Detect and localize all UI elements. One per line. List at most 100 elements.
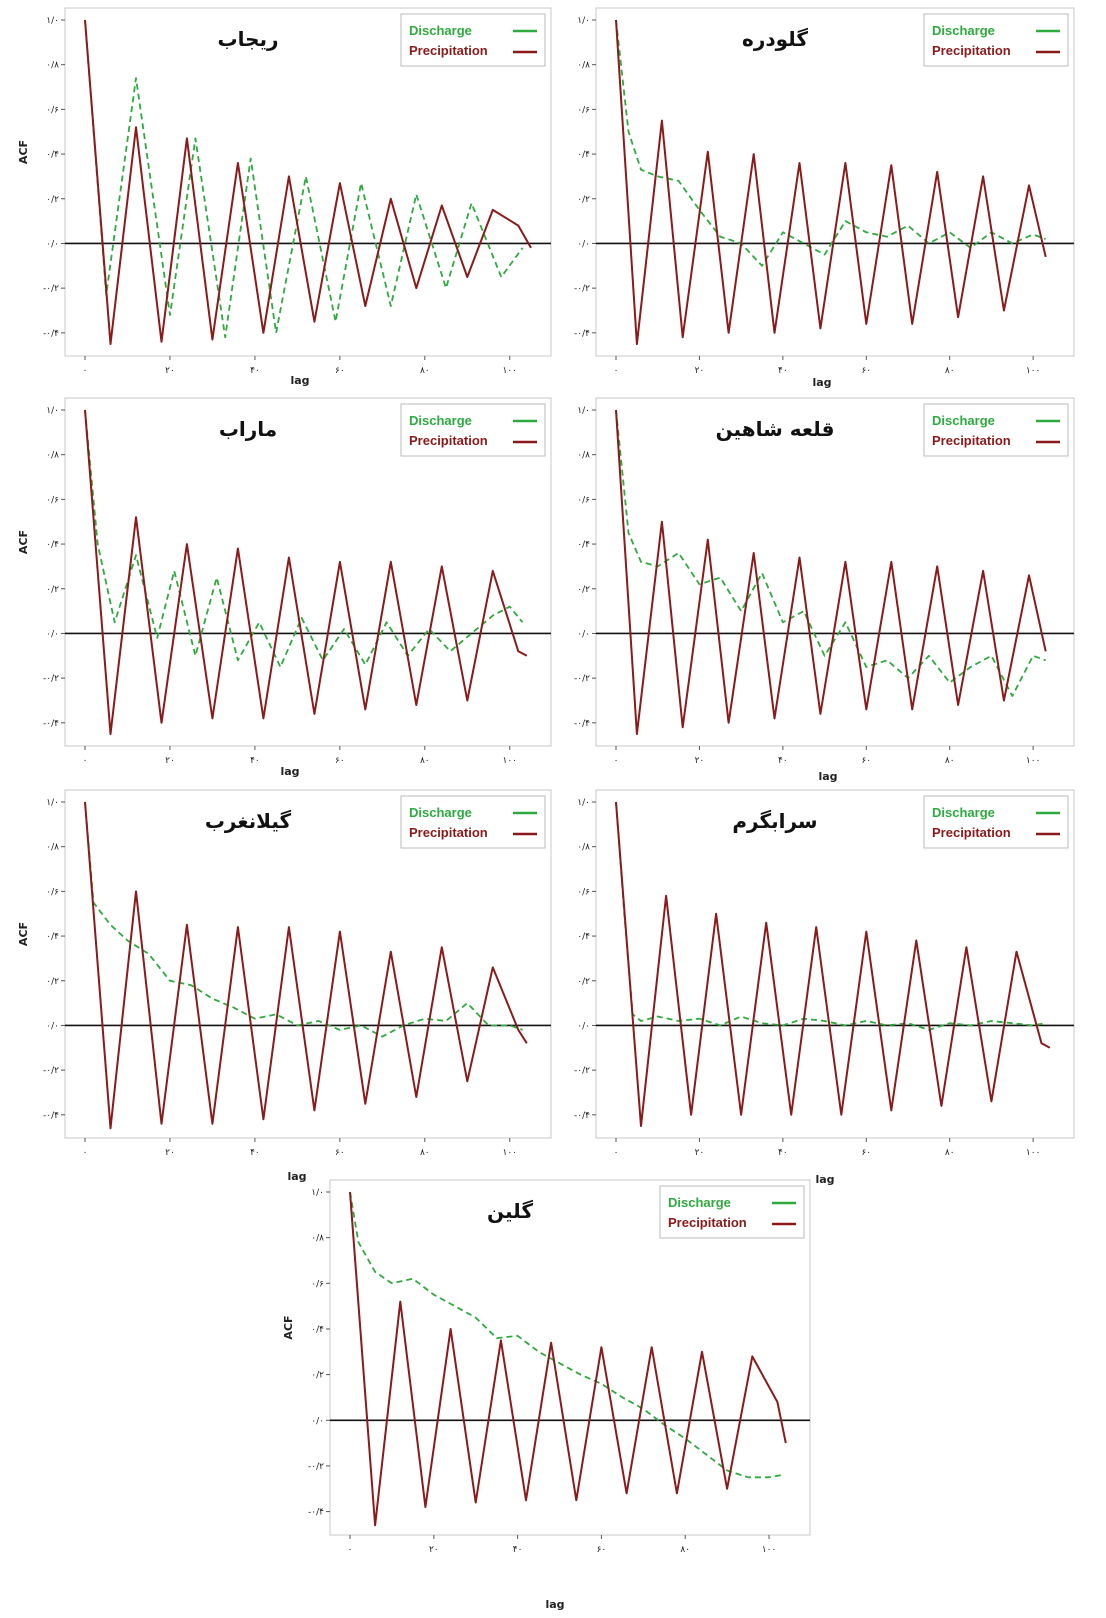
x-tick-label: ۴۰	[250, 1148, 260, 1158]
legend-discharge-label: Discharge	[409, 413, 472, 428]
discharge-series-line	[615, 19, 1047, 267]
panel-title: گلودره	[742, 27, 808, 51]
x-tick-label: ۶۰	[861, 1148, 871, 1158]
x-tick-label: ۰	[83, 1148, 88, 1158]
acf-panel-1: ۱/۰ ۰/۸ ۰/۶ ۰/۴ ۰/۲ ۰/۰ -۰/۲ -۰/۴ ۰ ۲۰ ۴۰ ۶۰ ۸۰ ۱۰۰ AC…	[17, 7, 552, 387]
x-tick-label: ۸۰	[945, 366, 955, 376]
y-tick-label: ۱/۰	[46, 406, 59, 416]
legend-discharge-label: Discharge	[932, 23, 995, 38]
y-axis-label: ACF	[17, 922, 30, 946]
plot-frame	[64, 7, 552, 357]
y-tick-label: ۰/۴	[577, 932, 590, 942]
y-tick-label: -۰/۴	[308, 1508, 324, 1518]
y-tick-label: ۰/۶	[46, 887, 59, 897]
y-tick-label: ۰/۸	[46, 451, 59, 461]
discharge-series-line	[84, 801, 523, 1038]
x-tick-label: ۴۰	[250, 366, 260, 376]
y-tick-label: ۰/۰	[311, 1416, 324, 1426]
y-tick-label: -۰/۲	[574, 674, 590, 684]
legend-precipitation-label: Precipitation	[668, 1215, 747, 1230]
y-tick-label: ۰/۰	[46, 1021, 59, 1031]
x-tick-label: ۴۰	[513, 1545, 523, 1555]
x-tick-label: ۶۰	[335, 366, 345, 376]
precipitation-series-line	[84, 801, 528, 1130]
x-tick-label: ۱۰۰	[503, 1148, 518, 1158]
x-tick-label: ۰	[83, 756, 88, 766]
y-tick-label: ۱/۰	[577, 406, 590, 416]
x-tick-label: ۸۰	[680, 1545, 690, 1555]
y-tick-label: ۰/۸	[577, 61, 590, 71]
precipitation-series-line	[615, 409, 1047, 735]
x-axis-label: lag	[280, 765, 299, 778]
precipitation-series-line	[615, 801, 1051, 1127]
x-tick-label: ۲۰	[695, 1148, 705, 1158]
x-tick-label: ۸۰	[420, 1148, 430, 1158]
y-tick-label: ۰/۶	[577, 887, 590, 897]
y-tick-label: ۰/۸	[46, 61, 59, 71]
legend-discharge-label: Discharge	[932, 805, 995, 820]
x-tick-label: ۶۰	[335, 1148, 345, 1158]
y-tick-label: ۱/۰	[46, 798, 59, 808]
legend-box	[400, 795, 546, 849]
y-tick-label: ۱/۰	[577, 16, 590, 26]
y-tick-label: -۰/۴	[574, 329, 590, 339]
legend-discharge-label: Discharge	[932, 413, 995, 428]
plot-frame	[64, 397, 552, 747]
x-tick-label: ۱۰۰	[1026, 756, 1041, 766]
x-tick-label: ۴۰	[778, 756, 788, 766]
precipitation-series-line	[84, 19, 532, 345]
x-tick-label: ۱۰۰	[1026, 1148, 1041, 1158]
x-tick-label: ۶۰	[335, 756, 345, 766]
legend-box	[923, 403, 1069, 457]
y-tick-label: -۰/۴	[574, 1111, 590, 1121]
acf-panel-6: ۱/۰ ۰/۸ ۰/۶ ۰/۴ ۰/۲ ۰/۰ -۰/۲ -۰/۴ ۰ ۲۰ ۴۰ ۶۰ ۸۰ ۱۰۰ la…	[574, 789, 1075, 1186]
precipitation-series-line	[349, 1191, 787, 1527]
legend-precipitation-label: Precipitation	[932, 43, 1011, 58]
y-tick-label: ۱/۰	[311, 1188, 324, 1198]
y-tick-label: ۰/۴	[577, 150, 590, 160]
y-tick-label: -۰/۴	[43, 719, 59, 729]
x-tick-label: ۰	[614, 756, 619, 766]
legend-box	[659, 1185, 805, 1239]
legend-precipitation-label: Precipitation	[409, 825, 488, 840]
x-tick-label: ۸۰	[945, 756, 955, 766]
plot-frame	[64, 789, 552, 1139]
y-tick-label: -۰/۲	[43, 674, 59, 684]
y-tick-label: -۰/۲	[574, 1066, 590, 1076]
acf-panel-2: ۱/۰ ۰/۸ ۰/۶ ۰/۴ ۰/۲ ۰/۰ -۰/۲ -۰/۴ ۰ ۲۰ ۴۰ ۶۰ ۸۰ ۱۰۰ la…	[574, 7, 1075, 389]
y-tick-label: ۰/۲	[46, 977, 59, 987]
discharge-series-line	[84, 409, 524, 668]
legend-precipitation-label: Precipitation	[409, 43, 488, 58]
legend-discharge-label: Discharge	[409, 23, 472, 38]
x-tick-label: ۰	[83, 366, 88, 376]
discharge-series-line	[615, 801, 1046, 1031]
x-axis-label: lag	[545, 1598, 564, 1611]
legend-discharge-label: Discharge	[409, 805, 472, 820]
x-axis-label: lag	[812, 376, 831, 389]
y-tick-label: ۰/۰	[46, 239, 59, 249]
discharge-series-line	[615, 409, 1047, 697]
y-tick-label: ۰/۴	[577, 540, 590, 550]
y-tick-label: ۰/۶	[46, 105, 59, 115]
legend-box	[923, 13, 1069, 67]
x-tick-label: ۴۰	[778, 366, 788, 376]
y-tick-label: ۰/۴	[46, 540, 59, 550]
x-tick-label: ۱۰۰	[503, 366, 518, 376]
x-tick-label: ۴۰	[250, 756, 260, 766]
panel-title: ماراب	[219, 417, 277, 441]
legend-precipitation-label: Precipitation	[932, 433, 1011, 448]
y-tick-label: -۰/۲	[574, 284, 590, 294]
panel-title: ریجاب	[217, 27, 278, 51]
panel-title: گیلانغرب	[205, 809, 292, 833]
legend-discharge-label: Discharge	[668, 1195, 731, 1210]
x-tick-label: ۶۰	[861, 756, 871, 766]
y-tick-label: ۰/۲	[577, 195, 590, 205]
plot-frame	[595, 7, 1075, 357]
panel-title: سرابگرم	[732, 809, 817, 833]
y-tick-label: ۰/۲	[46, 585, 59, 595]
plot-frame	[595, 789, 1075, 1139]
x-tick-label: ۰	[348, 1545, 353, 1555]
y-tick-label: ۰/۰	[577, 1021, 590, 1031]
x-tick-label: ۲۰	[695, 366, 705, 376]
